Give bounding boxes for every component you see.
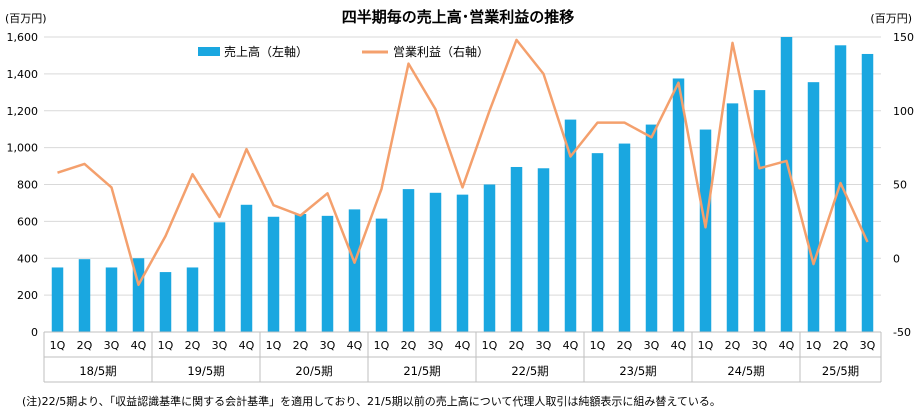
sales-bar xyxy=(78,259,91,332)
right-tick-label: 150 xyxy=(893,31,914,44)
sales-bar xyxy=(564,119,577,332)
sales-bar xyxy=(294,214,307,332)
left-tick-label: 0 xyxy=(31,326,38,339)
sales-bar xyxy=(429,192,442,332)
chart: 四半期毎の売上高･営業利益の推移 (百万円) (百万円) 売上高（左軸） 営業利… xyxy=(5,8,914,383)
quarter-label: 2Q xyxy=(77,339,93,352)
sales-bar xyxy=(132,258,145,332)
quarter-label: 4Q xyxy=(779,339,795,352)
sales-bar xyxy=(375,218,388,332)
sales-bar xyxy=(807,82,820,332)
sales-bar xyxy=(321,215,334,332)
right-axis-ticks: -50 0 50 100 150 xyxy=(893,31,914,339)
legend: 売上高（左軸） 営業利益（右軸） xyxy=(198,44,489,59)
chart-title: 四半期毎の売上高･営業利益の推移 xyxy=(342,8,575,26)
period-label: 20/5期 xyxy=(295,364,332,378)
period-label: 24/5期 xyxy=(727,364,764,378)
left-tick-label: 1,200 xyxy=(7,105,39,118)
quarter-label: 3Q xyxy=(860,339,876,352)
left-tick-label: 1,600 xyxy=(7,31,39,44)
sales-bar xyxy=(510,166,523,332)
sales-bar xyxy=(348,209,361,332)
quarter-label: 1Q xyxy=(374,339,390,352)
sales-bar xyxy=(645,124,658,332)
quarter-label: 3Q xyxy=(536,339,552,352)
quarter-label: 3Q xyxy=(752,339,768,352)
quarter-label: 2Q xyxy=(401,339,417,352)
sales-bar xyxy=(537,168,550,332)
quarter-label: 3Q xyxy=(644,339,660,352)
sales-bar xyxy=(726,103,739,332)
period-label: 19/5期 xyxy=(187,364,224,378)
sales-bar xyxy=(186,267,199,332)
quarter-label: 3Q xyxy=(428,339,444,352)
period-label: 22/5期 xyxy=(511,364,548,378)
period-label: 23/5期 xyxy=(619,364,656,378)
sales-bar xyxy=(51,267,64,332)
quarter-label: 4Q xyxy=(131,339,147,352)
left-axis-unit: (百万円) xyxy=(5,12,47,25)
sales-bar xyxy=(591,153,604,332)
sales-bar xyxy=(618,143,631,332)
left-tick-label: 200 xyxy=(17,289,38,302)
quarter-label: 1Q xyxy=(50,339,66,352)
sales-bar xyxy=(834,45,847,332)
right-tick-label: -50 xyxy=(893,326,911,339)
quarter-label: 2Q xyxy=(185,339,201,352)
quarter-label: 4Q xyxy=(239,339,255,352)
legend-label-profit: 営業利益（右軸） xyxy=(393,44,489,59)
quarter-label: 1Q xyxy=(590,339,606,352)
right-tick-label: 0 xyxy=(893,252,900,265)
right-tick-label: 100 xyxy=(893,105,914,118)
quarter-label: 1Q xyxy=(482,339,498,352)
left-tick-label: 800 xyxy=(17,179,38,192)
quarter-label: 1Q xyxy=(806,339,822,352)
sales-bar xyxy=(402,189,415,332)
quarter-label: 3Q xyxy=(320,339,336,352)
quarter-label: 1Q xyxy=(266,339,282,352)
sales-bar xyxy=(753,90,766,332)
period-label: 21/5期 xyxy=(403,364,440,378)
footnote: (注)22/5期より、「収益認識基準に関する会計基準」を適用しており、21/5期… xyxy=(22,395,721,408)
left-tick-label: 400 xyxy=(17,252,38,265)
sales-bar xyxy=(159,272,172,332)
sales-bar xyxy=(240,204,253,332)
legend-swatch-sales xyxy=(198,47,220,56)
quarter-label: 2Q xyxy=(833,339,849,352)
quarter-label: 2Q xyxy=(725,339,741,352)
left-tick-label: 1,000 xyxy=(7,142,39,155)
sales-bar xyxy=(483,184,496,332)
sales-bar xyxy=(456,194,469,332)
left-axis-ticks: 0 200 400 600 800 1,000 1,200 1,400 1,600 xyxy=(7,31,39,339)
quarter-label: 3Q xyxy=(212,339,228,352)
quarter-label: 3Q xyxy=(104,339,120,352)
quarter-label: 4Q xyxy=(563,339,579,352)
sales-bar xyxy=(267,216,280,332)
profit-polyline xyxy=(57,38,869,287)
right-tick-label: 50 xyxy=(893,179,907,192)
sales-bar xyxy=(780,37,793,332)
profit-line xyxy=(57,38,869,287)
quarter-label: 4Q xyxy=(671,339,687,352)
left-tick-label: 1,400 xyxy=(7,68,39,81)
quarter-label: 1Q xyxy=(158,339,174,352)
quarter-label: 2Q xyxy=(293,339,309,352)
left-tick-label: 600 xyxy=(17,215,38,228)
sales-bar xyxy=(699,129,712,332)
period-label: 18/5期 xyxy=(79,364,116,378)
sales-bar xyxy=(672,78,685,332)
right-axis-unit: (百万円) xyxy=(870,12,912,25)
quarter-label: 4Q xyxy=(455,339,471,352)
sales-bar xyxy=(861,53,874,333)
period-label: 25/5期 xyxy=(822,364,859,378)
x-axis: 1Q 2Q 3Q 4Q 1Q 2Q 3Q 4Q 1Q 2Q 3Q 4Q 1Q 2Q 3Q 4Q 1Q 2Q 3Q 4Q… xyxy=(43,331,882,383)
legend-label-sales: 売上高（左軸） xyxy=(224,44,308,59)
sales-bar xyxy=(213,222,226,332)
sales-bar xyxy=(105,267,118,332)
quarter-label: 2Q xyxy=(509,339,525,352)
quarter-label: 1Q xyxy=(698,339,714,352)
quarter-label: 2Q xyxy=(617,339,633,352)
quarter-label: 4Q xyxy=(347,339,363,352)
sales-bars xyxy=(51,37,874,333)
